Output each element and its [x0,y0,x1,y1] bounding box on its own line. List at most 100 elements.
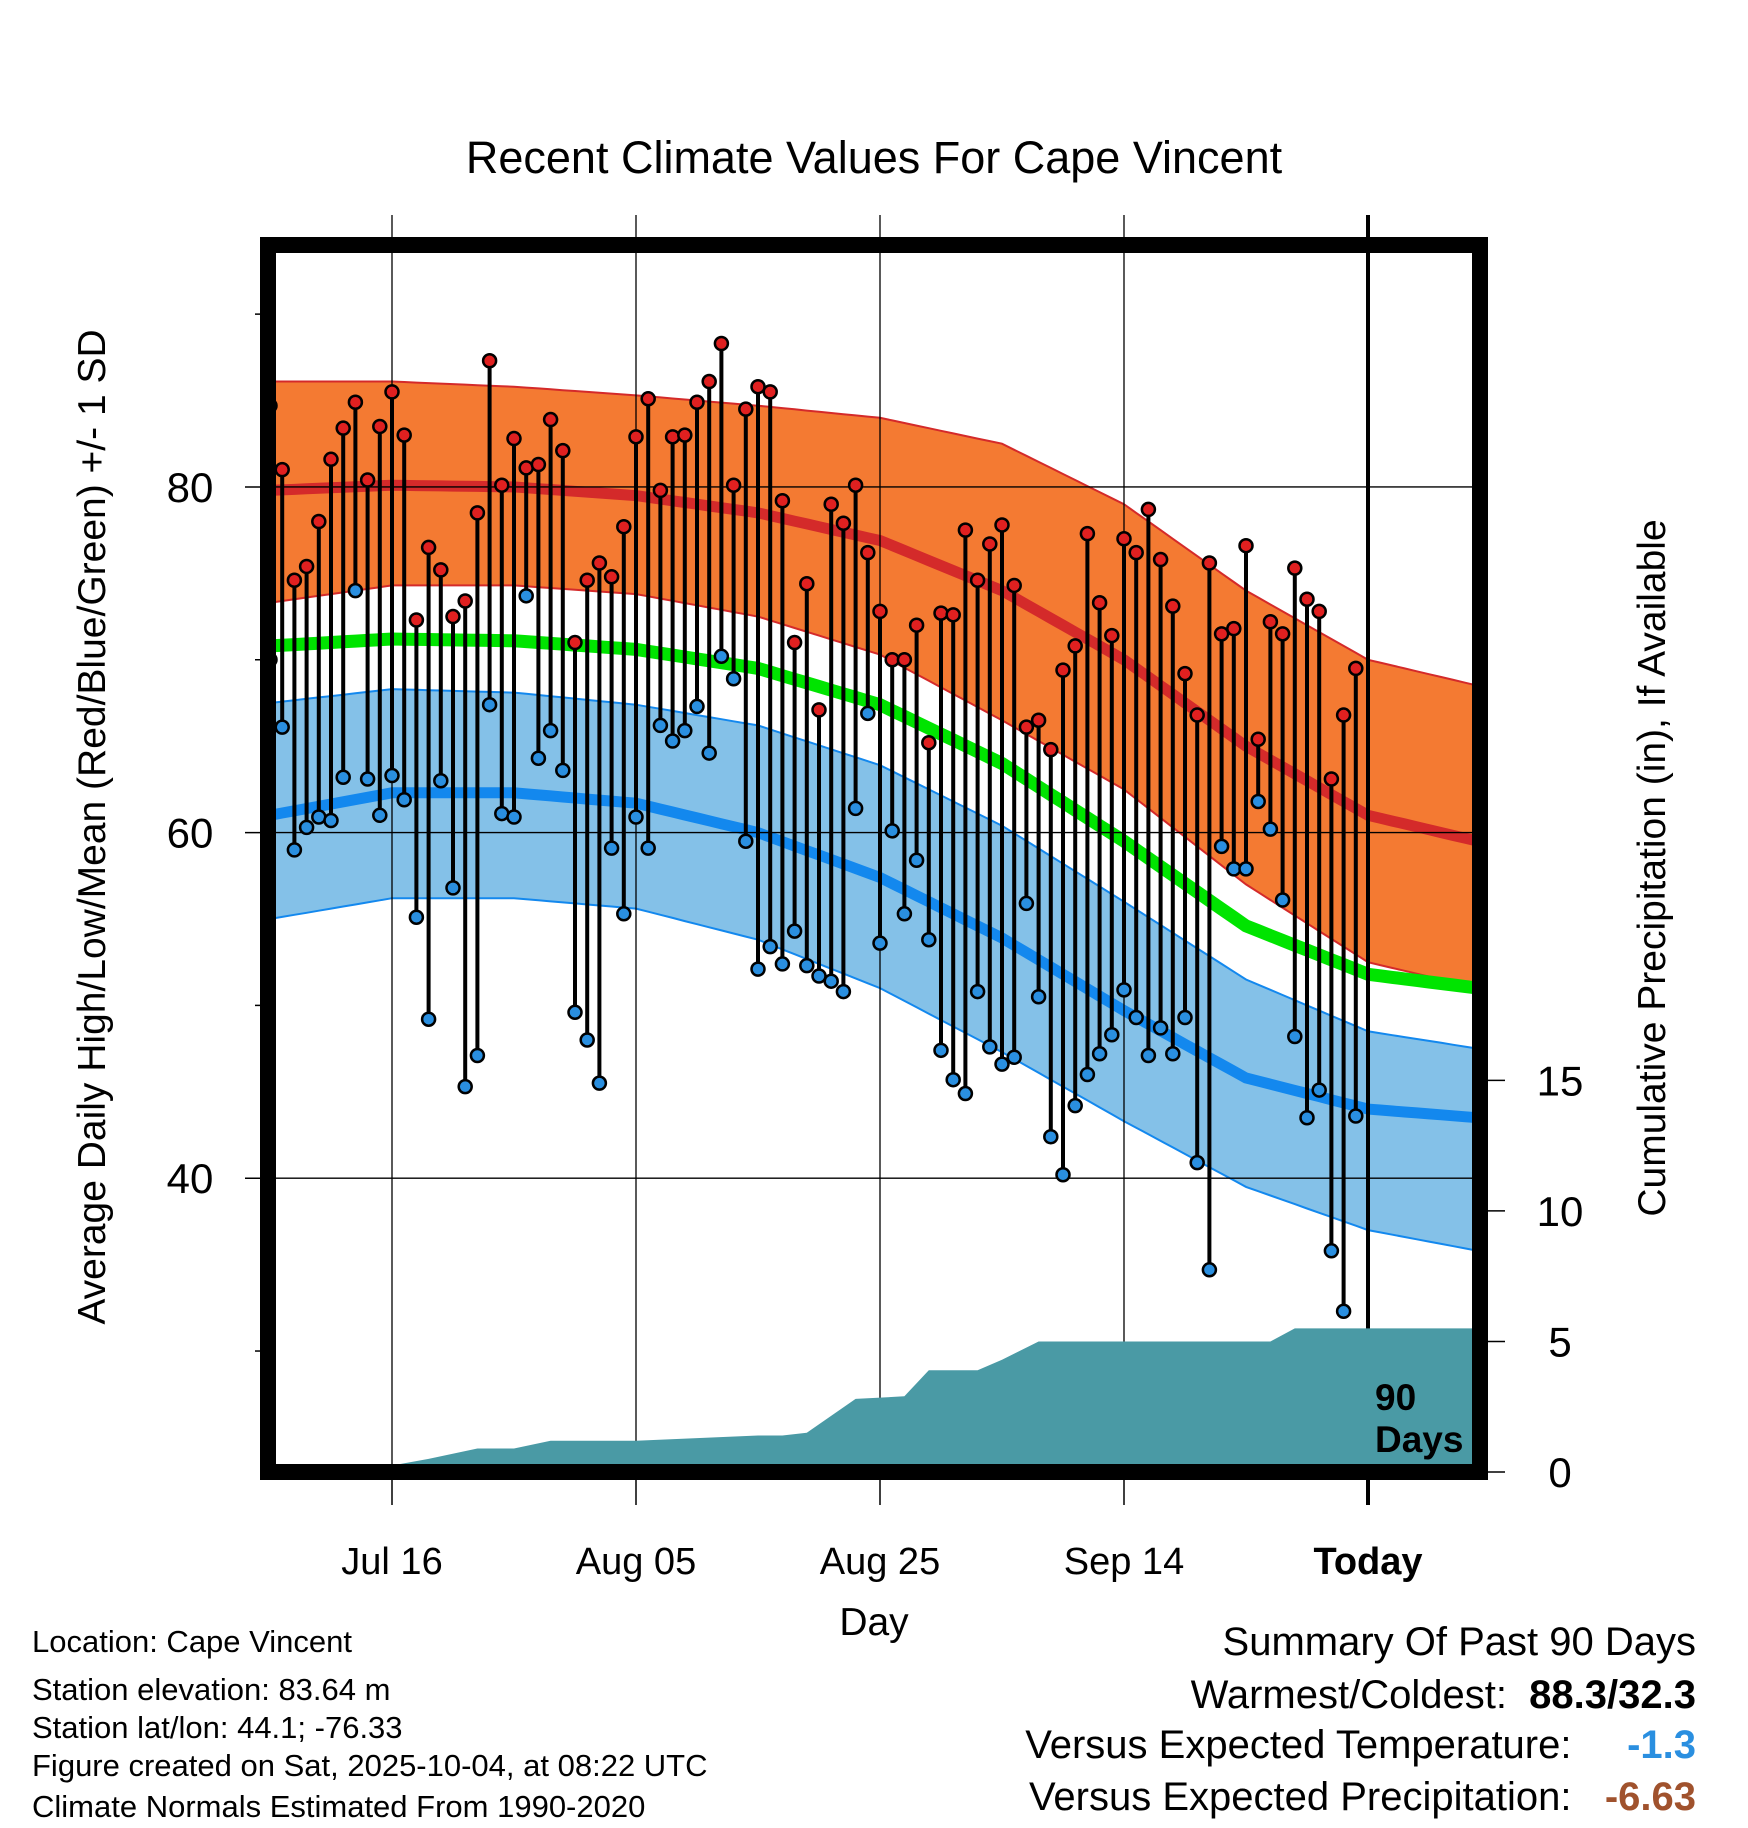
daily-high-point [664,429,681,445]
daily-low-point [1030,989,1047,1005]
daily-high-point [616,518,632,535]
daily-low-point [420,1011,437,1027]
daily-high-point [762,384,778,400]
daily-low-point [1323,1243,1340,1259]
daily-low-point [1079,1066,1096,1083]
daily-high-point [1250,731,1266,748]
daily-high-point [1006,577,1022,594]
daily-low-point [823,973,839,989]
daily-high-point [311,513,327,530]
daily-high-point [689,394,705,411]
y-axis-label: Average Daily High/Low/Mean (Red/Blue/Gr… [71,329,114,1324]
daily-low-point [298,819,315,836]
daily-high-point [1189,707,1205,723]
daily-high-point [1091,594,1108,611]
info-created: Figure created on Sat, 2025-10-04, at 08… [32,1748,708,1783]
observed-temperatures [262,335,1364,1320]
daily-low-point [762,938,778,955]
daily-low-point [1201,1262,1218,1278]
daily-low-point [908,852,925,868]
daily-high-point [847,477,864,493]
x-axis-label: Day [839,1601,909,1644]
daily-high-point [1140,501,1157,518]
daily-high-point [335,420,351,436]
daily-low-point [713,648,730,665]
precip-layer [270,1328,1478,1472]
daily-high-point [506,430,522,447]
daily-high-point [640,391,656,407]
daily-low-point [884,823,900,839]
daily-low-point [481,696,498,713]
daily-low-point [933,1042,949,1059]
summary-warm-cold: Warmest/Coldest: 88.3/32.3 [1191,1673,1696,1718]
daily-low-point [1238,861,1254,877]
daily-high-point [933,605,949,621]
info-latlon: Station lat/lon: 44.1; -76.33 [32,1710,403,1745]
daily-high-point [628,429,644,445]
daily-low-point [1128,1009,1144,1026]
daily-low-point [945,1071,961,1088]
y-tick-label: 80 [167,464,214,511]
days-label-line2: Days [1375,1419,1463,1460]
info-normals: Climate Normals Estimated From 1990-2020 [32,1789,646,1824]
axes: 40 60 80 0 5 10 15 Jul 16 Aug 05 Aug 25 Sep 14 Toda… [167,237,1584,1583]
daily-high-point [1201,555,1218,571]
daily-low-point [640,840,656,856]
daily-high-point [969,572,986,589]
daily-high-point [530,456,547,473]
daily-high-point [1043,741,1059,758]
info-elevation: Station elevation: 83.64 m [32,1672,391,1707]
x-tick-label: Aug 05 [576,1541,696,1583]
daily-low-point [445,880,461,896]
daily-high-point [774,493,791,509]
daily-low-point [774,956,791,972]
daily-low-point [835,983,852,1000]
daily-high-point [1238,537,1254,554]
daily-high-point [921,734,937,751]
daily-low-point [579,1032,595,1048]
daily-low-point [982,1039,998,1055]
y-tick-label: 60 [167,810,214,857]
daily-high-point [713,335,730,352]
daily-low-point [506,809,522,825]
daily-high-point [347,394,364,411]
daily-high-point [591,555,608,571]
y2-tick-label: 15 [1537,1057,1584,1104]
daily-low-point [664,733,681,749]
daily-high-point [1055,662,1071,678]
daily-low-point [872,935,888,951]
daily-low-point [1116,982,1132,998]
daily-high-point [372,418,388,435]
daily-low-point [1213,838,1230,855]
daily-low-point [603,840,620,856]
daily-low-point [286,842,303,858]
summary-temp-value: -1.3 [1627,1723,1696,1767]
daily-high-point [811,702,827,718]
daily-low-point [1140,1047,1157,1064]
daily-low-point [1091,1046,1108,1062]
daily-high-point [323,451,339,468]
plot-frame [260,237,1488,1480]
daily-low-point [1165,1046,1181,1062]
chart-title: Recent Climate Values For Cape Vincent [466,132,1283,183]
daily-high-point [1030,712,1047,728]
daily-low-point [335,769,351,786]
daily-low-point [1067,1097,1083,1114]
daily-low-point [1104,1027,1120,1043]
daily-low-point [701,745,717,761]
daily-high-point [408,612,425,628]
daily-low-point [518,588,534,604]
daily-low-point [1287,1028,1303,1045]
daily-low-point [530,750,547,767]
daily-low-point [396,791,412,808]
daily-high-point [286,572,303,589]
daily-high-point [1104,627,1120,644]
daily-high-point [957,522,974,538]
daily-low-point [1299,1109,1315,1126]
daily-high-point [420,539,437,556]
daily-high-point [945,607,961,623]
daily-low-point [786,923,803,939]
y-tick-label: 40 [167,1155,214,1202]
daily-high-point [677,427,693,443]
x-tick-label: Today [1313,1541,1422,1583]
